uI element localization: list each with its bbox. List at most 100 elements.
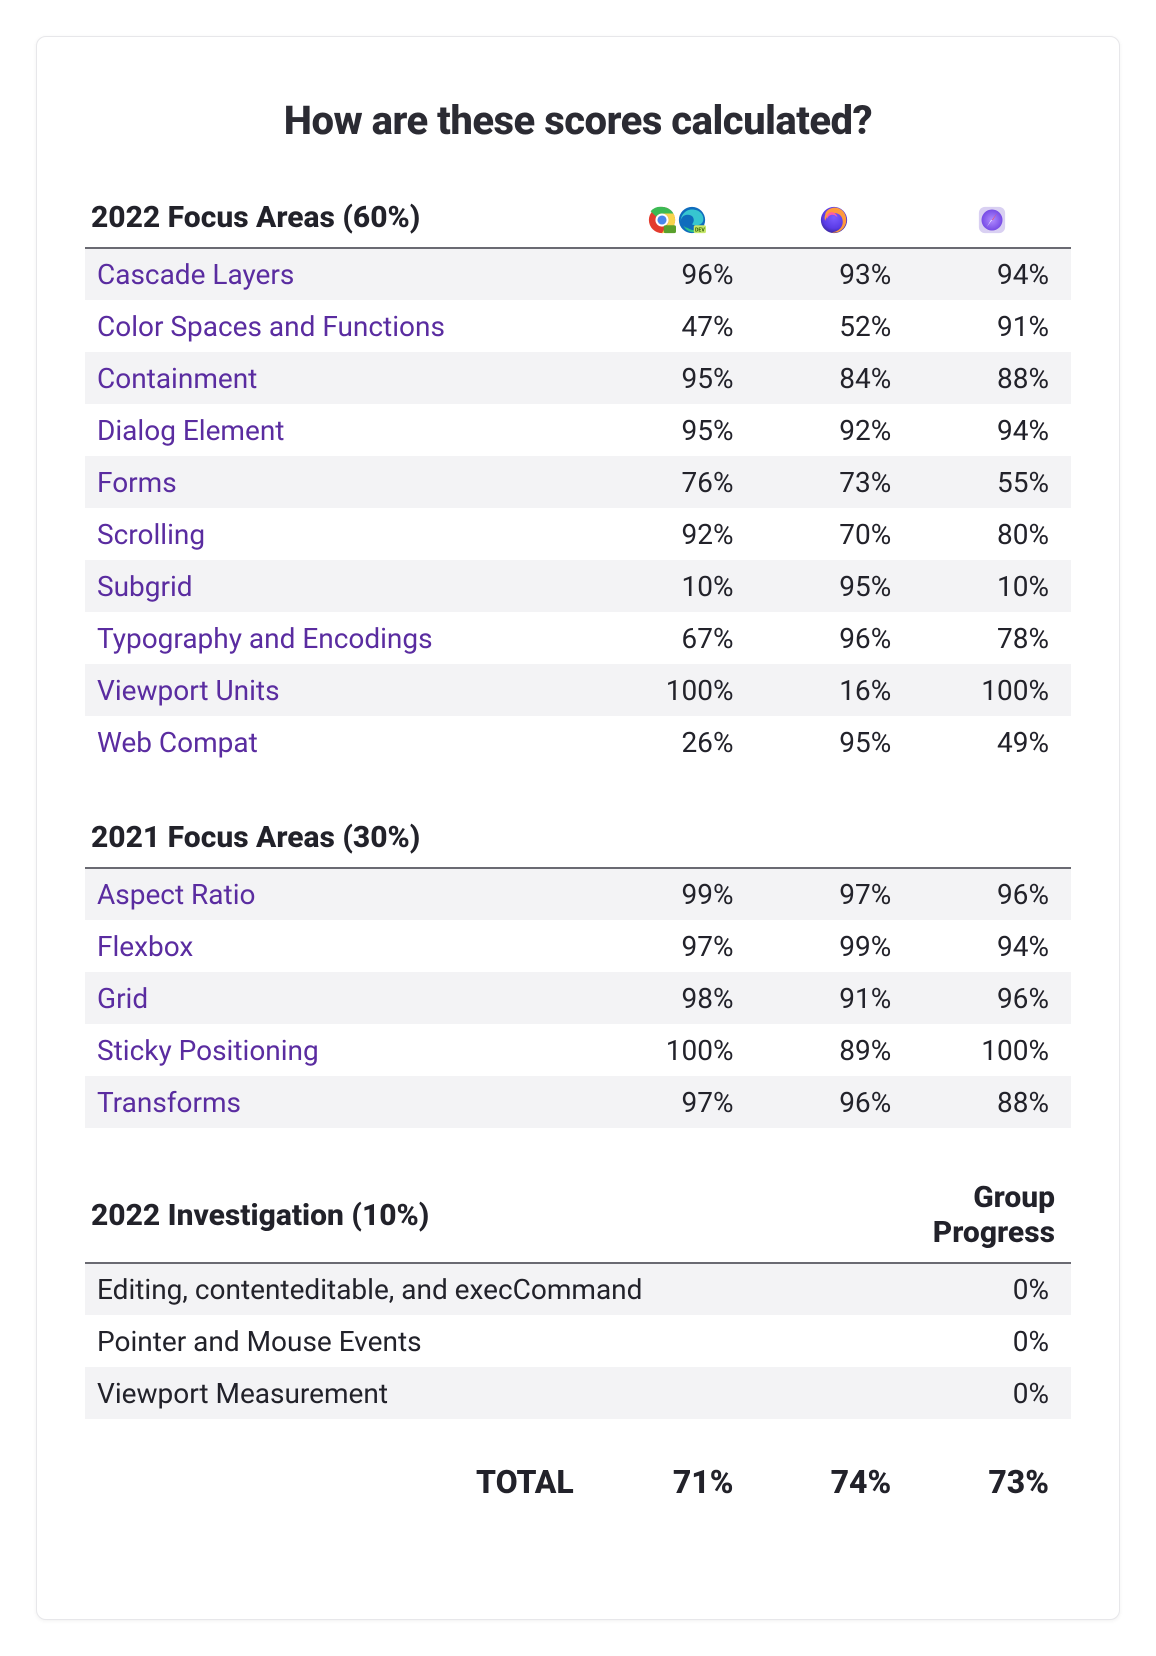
focus-area-link[interactable]: Viewport Units xyxy=(97,674,280,707)
score-cell: 98% xyxy=(598,972,756,1024)
tbody-investigation: Editing, contenteditable, and execComman… xyxy=(85,1263,1071,1419)
progress-cell: 0% xyxy=(854,1263,1071,1315)
col-header-chrome-edge: DEV xyxy=(598,192,756,248)
score-cell: 100% xyxy=(913,1024,1071,1076)
table-2021-focus: 2021 Focus Areas (30%) Aspect Ratio99%97… xyxy=(85,812,1071,1128)
score-cell: 96% xyxy=(755,1076,913,1128)
table-row: Sticky Positioning 100%89%100% xyxy=(85,1024,1071,1076)
score-cell: 92% xyxy=(755,404,913,456)
table-investigation: 2022 Investigation (10%) Group Progress … xyxy=(85,1172,1071,1419)
card-title: How are these scores calculated? xyxy=(85,97,1071,144)
score-cell: 96% xyxy=(913,972,1071,1024)
score-cell: 97% xyxy=(598,920,756,972)
focus-area-link[interactable]: Sticky Positioning xyxy=(97,1034,319,1067)
table-row: Web Compat26%95%49% xyxy=(85,716,1071,768)
score-cell: 92% xyxy=(598,508,756,560)
score-cell: 16% xyxy=(755,664,913,716)
investigation-label: Viewport Measurement xyxy=(97,1377,388,1410)
total-chrome-edge: 71% xyxy=(598,1463,756,1501)
score-cell: 95% xyxy=(755,716,913,768)
score-cell: 76% xyxy=(598,456,756,508)
table-row: Scrolling 92%70%80% xyxy=(85,508,1071,560)
progress-cell: 0% xyxy=(854,1315,1071,1367)
table-row: Subgrid 10%95%10% xyxy=(85,560,1071,612)
score-cell: 89% xyxy=(755,1024,913,1076)
focus-area-link[interactable]: Grid xyxy=(97,982,148,1015)
tbody-2021: Aspect Ratio99%97%96%Flexbox97%99%94%Gri… xyxy=(85,868,1071,1128)
score-cell: 97% xyxy=(755,868,913,920)
col-header-safari xyxy=(913,192,1071,248)
score-cell: 96% xyxy=(755,612,913,664)
focus-area-link[interactable]: Web Compat xyxy=(97,726,258,759)
svg-text:DEV: DEV xyxy=(695,227,705,233)
score-cell: 99% xyxy=(755,920,913,972)
score-cell: 96% xyxy=(598,248,756,300)
section-header-2021: 2021 Focus Areas (30%) xyxy=(85,812,598,868)
score-cell: 10% xyxy=(598,560,756,612)
table-row: Grid 98%91%96% xyxy=(85,972,1071,1024)
score-cell: 94% xyxy=(913,248,1071,300)
score-cell: 97% xyxy=(598,1076,756,1128)
focus-area-link[interactable]: Dialog Element xyxy=(97,414,284,447)
focus-area-link[interactable]: Subgrid xyxy=(97,570,193,603)
score-cell: 73% xyxy=(755,456,913,508)
firefox-nightly-icon xyxy=(820,206,848,234)
score-cell: 84% xyxy=(755,352,913,404)
score-cell: 47% xyxy=(598,300,756,352)
table-row: Dialog Element95%92%94% xyxy=(85,404,1071,456)
focus-area-link[interactable]: Typography and Encodings xyxy=(97,622,433,655)
edge-dev-icon: DEV xyxy=(678,206,706,234)
score-cell: 88% xyxy=(913,352,1071,404)
focus-area-link[interactable]: Color Spaces and Functions xyxy=(97,310,445,343)
score-cell: 99% xyxy=(598,868,756,920)
col-header-group-progress: Group Progress xyxy=(854,1172,1071,1263)
score-cell: 78% xyxy=(913,612,1071,664)
table-row: Aspect Ratio 99%97%96% xyxy=(85,868,1071,920)
score-cell: 26% xyxy=(598,716,756,768)
table-row: Typography and Encodings 67%96%78% xyxy=(85,612,1071,664)
total-row: TOTAL 71% 74% 73% xyxy=(85,1463,1071,1501)
table-row: Flexbox 97%99%94% xyxy=(85,920,1071,972)
focus-area-link[interactable]: Forms xyxy=(97,466,177,499)
safari-tp-icon xyxy=(978,206,1006,234)
score-cell: 94% xyxy=(913,920,1071,972)
score-cell: 100% xyxy=(598,1024,756,1076)
score-cell: 95% xyxy=(598,352,756,404)
table-row: Pointer and Mouse Events 0% xyxy=(85,1315,1071,1367)
score-cell: 52% xyxy=(755,300,913,352)
table-row: Forms76%73%55% xyxy=(85,456,1071,508)
score-cell: 100% xyxy=(598,664,756,716)
table-row: Cascade Layers 96%93%94% xyxy=(85,248,1071,300)
focus-area-link[interactable]: Flexbox xyxy=(97,930,193,963)
total-label: TOTAL xyxy=(85,1463,598,1501)
col-header-firefox xyxy=(755,192,913,248)
table-row: Transforms 97%96%88% xyxy=(85,1076,1071,1128)
investigation-label: Pointer and Mouse Events xyxy=(97,1325,422,1358)
focus-area-link[interactable]: Scrolling xyxy=(97,518,205,551)
score-cell: 96% xyxy=(913,868,1071,920)
focus-area-link[interactable]: Aspect Ratio xyxy=(97,878,255,911)
score-cell: 67% xyxy=(598,612,756,664)
table-row: Containment 95%84%88% xyxy=(85,352,1071,404)
score-cell: 91% xyxy=(755,972,913,1024)
focus-area-link[interactable]: Transforms xyxy=(97,1086,241,1119)
scores-card: How are these scores calculated? 2022 Fo… xyxy=(36,36,1120,1620)
score-cell: 88% xyxy=(913,1076,1071,1128)
score-cell: 80% xyxy=(913,508,1071,560)
focus-area-link[interactable]: Cascade Layers xyxy=(97,258,294,291)
score-cell: 10% xyxy=(913,560,1071,612)
table-2022-focus: 2022 Focus Areas (60%) xyxy=(85,192,1071,768)
table-row: Viewport Units100%16%100% xyxy=(85,664,1071,716)
table-row: Editing, contenteditable, and execComman… xyxy=(85,1263,1071,1315)
chrome-dev-icon xyxy=(648,206,676,234)
table-row: Color Spaces and Functions47%52%91% xyxy=(85,300,1071,352)
tbody-2022: Cascade Layers96%93%94%Color Spaces and … xyxy=(85,248,1071,768)
total-firefox: 74% xyxy=(755,1463,913,1501)
score-cell: 95% xyxy=(755,560,913,612)
table-row: Viewport Measurement0% xyxy=(85,1367,1071,1419)
section-header-2022: 2022 Focus Areas (60%) xyxy=(85,192,598,248)
score-cell: 93% xyxy=(755,248,913,300)
section-header-investigation: 2022 Investigation (10%) xyxy=(85,1172,854,1263)
focus-area-link[interactable]: Containment xyxy=(97,362,257,395)
score-cell: 70% xyxy=(755,508,913,560)
